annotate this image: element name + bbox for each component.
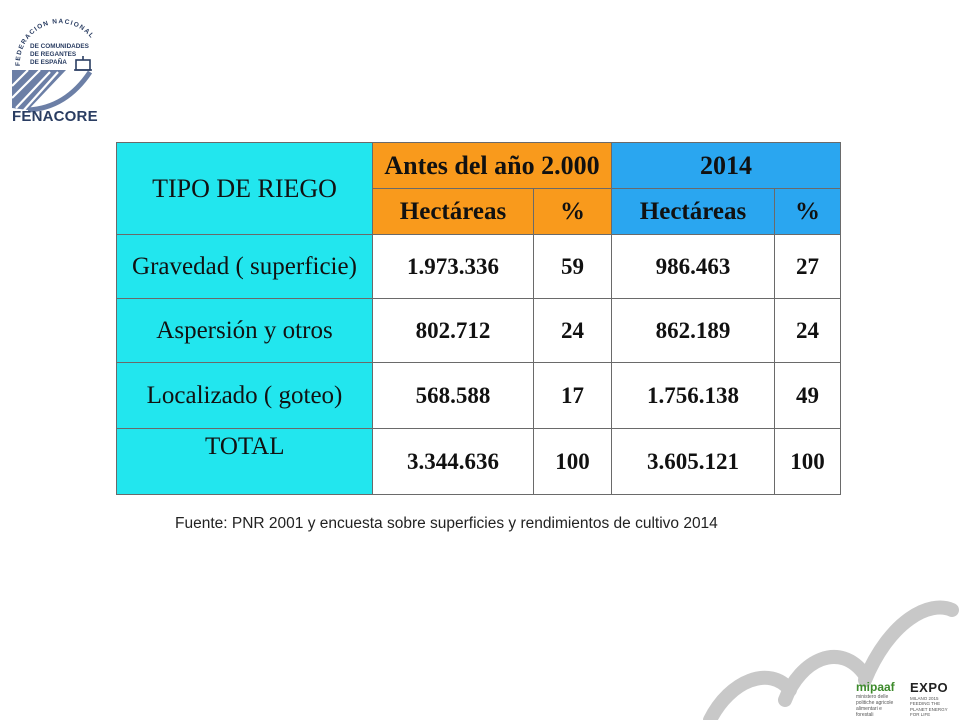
table-row: Aspersión y otros 802.712 24 862.189 24	[116, 298, 841, 363]
cell-ha-2014: 1.756.138	[611, 362, 775, 429]
header-hectareas-2014: Hectáreas	[611, 188, 775, 235]
source-note: Fuente: PNR 2001 y encuesta sobre superf…	[175, 515, 718, 532]
cell-ha-2014: 3.605.121	[611, 428, 775, 495]
cell-ha-2014: 862.189	[611, 298, 775, 363]
header-tipo-de-riego: TIPO DE RIEGO	[116, 142, 373, 235]
cell-ha-before: 568.588	[372, 362, 534, 429]
cell-pct-before: 17	[533, 362, 612, 429]
cell-ha-2014: 986.463	[611, 234, 775, 299]
fenacore-emblem-icon: FEDERACION NACIONAL	[11, 18, 94, 113]
decorative-swoosh-icon	[703, 600, 959, 720]
cell-pct-2014: 49	[774, 362, 841, 429]
table-row: Localizado ( goteo) 568.588 17 1.756.138…	[116, 362, 841, 429]
header-2014: 2014	[611, 142, 841, 189]
mipaaf-subtitle: ministero delle politiche agricole alime…	[856, 694, 894, 718]
irrigation-table: TIPO DE RIEGO Antes del año 2.000 2014 H…	[116, 142, 841, 495]
table-row: Gravedad ( superficie) 1.973.336 59 986.…	[116, 234, 841, 299]
row-label: Localizado ( goteo)	[116, 362, 373, 429]
cell-ha-before: 1.973.336	[372, 234, 534, 299]
mipaaf-logo: mipaaf	[856, 680, 895, 694]
expo-logo: EXPO	[910, 680, 949, 695]
cell-pct-2014: 24	[774, 298, 841, 363]
header-percent-before: %	[533, 188, 612, 235]
logo-line-1: DE COMUNIDADES	[30, 43, 89, 50]
logo-line-2: DE REGANTES	[30, 51, 77, 58]
header-percent-2014: %	[774, 188, 841, 235]
cell-ha-before: 3.344.636	[372, 428, 534, 495]
row-label-total: TOTAL	[116, 428, 373, 495]
expo-subtitle: MILANO 2015 FEEDING THE PLANET ENERGY FO…	[910, 696, 948, 718]
header-hectareas-before: Hectáreas	[372, 188, 534, 235]
cell-pct-before: 24	[533, 298, 612, 363]
header-antes-2000: Antes del año 2.000	[372, 142, 612, 189]
row-label: Aspersión y otros	[116, 298, 373, 363]
logo-name: FENACORE	[12, 108, 98, 125]
table-row-total: TOTAL 3.344.636 100 3.605.121 100	[116, 428, 841, 495]
cell-pct-2014: 27	[774, 234, 841, 299]
row-label: Gravedad ( superficie)	[116, 234, 373, 299]
cell-pct-2014: 100	[774, 428, 841, 495]
logo-line-3: DE ESPAÑA	[30, 59, 67, 66]
cell-pct-before: 59	[533, 234, 612, 299]
cell-ha-before: 802.712	[372, 298, 534, 363]
cell-pct-before: 100	[533, 428, 612, 495]
